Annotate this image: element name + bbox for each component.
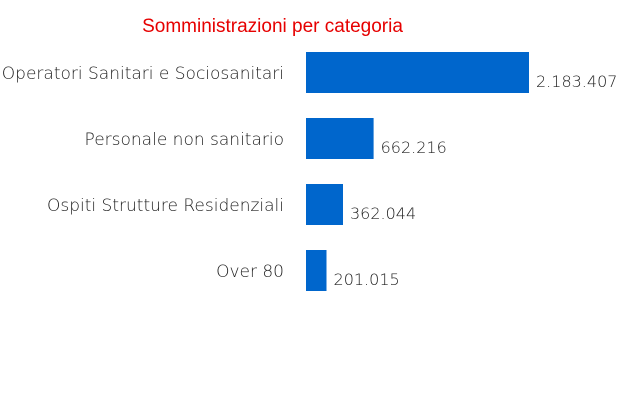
- value-label-4: 201.015: [334, 270, 400, 289]
- value-labels: 2.183.407 662.216 362.044 201.015: [334, 72, 618, 289]
- category-label-4: Over 80: [216, 262, 284, 282]
- value-label-2: 662.216: [381, 138, 447, 157]
- category-label-2: Personale non sanitario: [85, 130, 284, 150]
- bar-1: [306, 52, 529, 93]
- category-label-3: Ospiti Strutture Residenziali: [47, 196, 284, 216]
- category-labels: Operatori Sanitari e Sociosanitari Person…: [2, 64, 284, 282]
- bar-3: [306, 184, 343, 225]
- chart-title: Somministrazioni per categoria: [142, 16, 403, 37]
- bars-layer: [306, 52, 529, 291]
- bar-4: [306, 250, 327, 291]
- value-label-1: 2.183.407: [536, 72, 617, 91]
- bar-2: [306, 118, 374, 159]
- category-label-1: Operatori Sanitari e Sociosanitari: [2, 64, 284, 84]
- value-label-3: 362.044: [350, 204, 416, 223]
